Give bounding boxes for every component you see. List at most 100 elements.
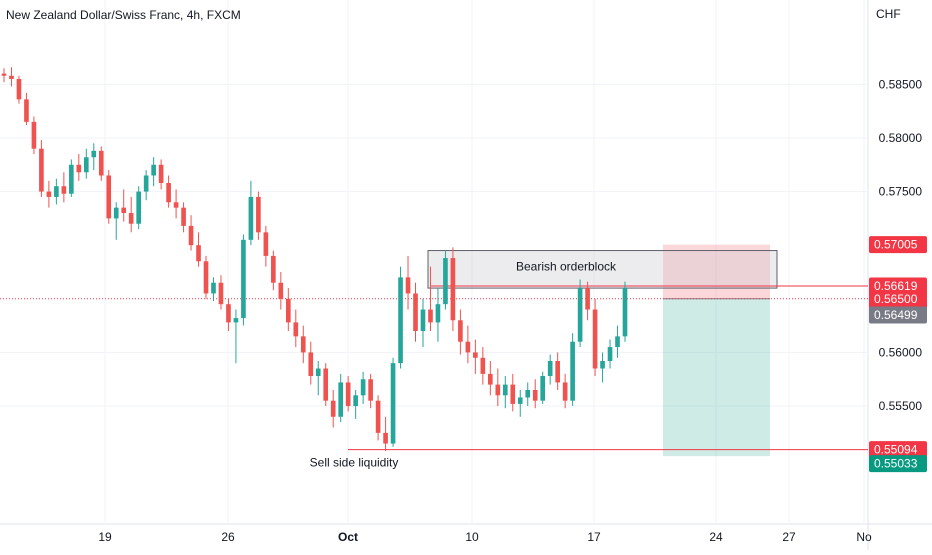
candle-body: [248, 196, 254, 240]
target-price-label-bg: [869, 455, 927, 473]
last-price-label: 0.56500: [874, 292, 918, 306]
candle-body: [158, 164, 164, 183]
candle: [413, 282, 418, 342]
candle: [285, 288, 291, 331]
candle: [360, 371, 366, 404]
candle-body: [151, 164, 156, 176]
candle: [241, 234, 246, 326]
candle-body: [278, 282, 284, 299]
candle-body: [54, 186, 59, 197]
candle: [398, 266, 403, 369]
candle: [166, 175, 171, 208]
candle-body: [83, 157, 89, 173]
candle-body: [360, 379, 366, 396]
candle-body: [547, 361, 553, 377]
candle-body: [510, 384, 516, 404]
liquidity-price-label: 0.55094: [874, 443, 918, 457]
candle-body: [241, 239, 246, 319]
candle: [345, 376, 351, 412]
y-tick-label: 0.58000: [879, 131, 923, 145]
candle-body: [61, 186, 67, 194]
candle: [338, 373, 344, 423]
candle-body: [226, 304, 231, 323]
candle: [383, 416, 388, 452]
take-profit-zone: [663, 298, 770, 457]
candle-body: [39, 148, 44, 192]
candle: [181, 202, 186, 233]
candle: [323, 363, 329, 407]
candle: [69, 159, 74, 197]
level-price-label: 0.56619: [874, 279, 918, 293]
candle: [592, 298, 598, 377]
candle-body: [435, 304, 441, 323]
candle: [143, 170, 149, 201]
candle: [570, 333, 575, 407]
stop-price-label-bg: [869, 236, 927, 254]
candle-body: [308, 352, 314, 377]
candle: [76, 154, 82, 181]
y-tick-label: 0.55500: [879, 399, 923, 413]
candle: [16, 75, 22, 104]
candle: [256, 191, 261, 240]
x-tick-label: 19: [98, 530, 112, 544]
candle: [226, 298, 231, 331]
candle: [555, 352, 560, 390]
candle: [308, 341, 314, 385]
candle: [98, 146, 104, 181]
x-tick-label: 26: [221, 530, 235, 544]
candle: [113, 202, 119, 240]
x-tick-label: 27: [782, 530, 796, 544]
candle-body: [9, 75, 14, 79]
x-tick-label: 24: [709, 530, 723, 544]
candle-body: [532, 389, 538, 401]
candle-body: [480, 357, 486, 374]
candle: [622, 281, 628, 342]
candle-body: [128, 213, 134, 224]
stop-loss-zone: [663, 244, 770, 299]
candle-body: [166, 182, 171, 203]
candle-body: [488, 373, 493, 385]
candle-body: [540, 376, 546, 401]
candle: [495, 368, 501, 407]
candle: [488, 361, 493, 396]
candle-body: [405, 277, 411, 294]
candle: [106, 170, 112, 224]
candle-body: [353, 395, 358, 407]
candle-body: [562, 382, 568, 401]
candle-body: [271, 255, 276, 283]
candle: [158, 159, 164, 190]
candle-body: [121, 207, 127, 214]
candle-body: [495, 384, 501, 396]
candle-body: [136, 191, 141, 224]
candle: [517, 389, 523, 417]
candle: [510, 373, 516, 412]
candle: [46, 180, 52, 208]
candle: [330, 389, 336, 428]
candle-body: [143, 175, 149, 192]
candle-body: [450, 258, 456, 321]
candle: [428, 266, 433, 331]
candle: [39, 140, 44, 197]
candle-body: [458, 320, 463, 342]
candle-body: [607, 347, 613, 362]
candle: [315, 361, 321, 396]
candle-body: [211, 282, 216, 294]
candle: [525, 382, 531, 407]
candle: [465, 325, 471, 364]
candle-body: [1, 73, 7, 76]
chart-title: New Zealand Dollar/Swiss Franc, 4h, FXCM: [6, 8, 241, 22]
candle-body: [16, 78, 22, 100]
candle: [480, 347, 486, 385]
y-tick-label: 0.57500: [879, 185, 923, 199]
candle-body: [31, 121, 37, 149]
candle-body: [592, 309, 598, 369]
target-price-label: 0.55033: [874, 457, 918, 471]
candle-body: [196, 245, 201, 262]
orderblock-label: Bearish orderblock: [516, 260, 617, 274]
candle: [540, 371, 546, 404]
candle: [196, 232, 201, 267]
candle-body: [106, 175, 112, 219]
candle: [211, 277, 216, 301]
